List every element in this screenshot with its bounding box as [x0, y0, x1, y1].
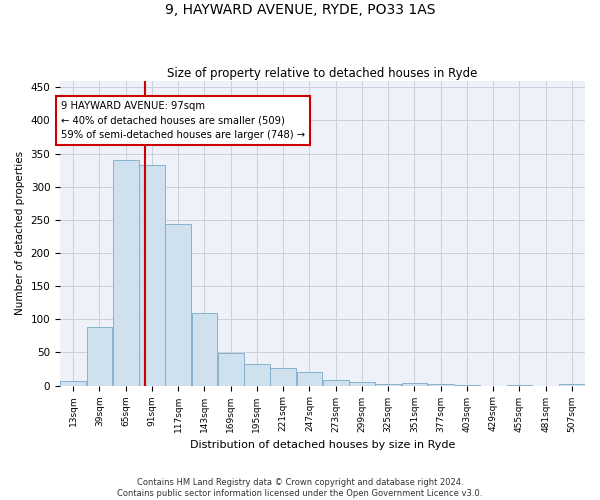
Bar: [165, 224, 191, 386]
Bar: [270, 368, 296, 386]
Title: Size of property relative to detached houses in Ryde: Size of property relative to detached ho…: [167, 66, 478, 80]
Text: Contains HM Land Registry data © Crown copyright and database right 2024.
Contai: Contains HM Land Registry data © Crown c…: [118, 478, 482, 498]
Bar: [375, 384, 401, 386]
Bar: [428, 384, 454, 386]
Bar: [218, 353, 244, 386]
Bar: [244, 364, 270, 386]
Text: 9, HAYWARD AVENUE, RYDE, PO33 1AS: 9, HAYWARD AVENUE, RYDE, PO33 1AS: [165, 2, 435, 16]
Bar: [86, 327, 112, 386]
Y-axis label: Number of detached properties: Number of detached properties: [15, 151, 25, 315]
X-axis label: Distribution of detached houses by size in Ryde: Distribution of detached houses by size …: [190, 440, 455, 450]
Bar: [60, 381, 86, 386]
Bar: [454, 385, 480, 386]
Text: 9 HAYWARD AVENUE: 97sqm
← 40% of detached houses are smaller (509)
59% of semi-d: 9 HAYWARD AVENUE: 97sqm ← 40% of detache…: [61, 100, 305, 140]
Bar: [323, 380, 349, 386]
Bar: [506, 385, 532, 386]
Bar: [296, 372, 322, 386]
Bar: [113, 160, 139, 386]
Bar: [139, 165, 165, 386]
Bar: [401, 383, 427, 386]
Bar: [191, 312, 217, 386]
Bar: [349, 382, 375, 386]
Bar: [559, 384, 585, 386]
